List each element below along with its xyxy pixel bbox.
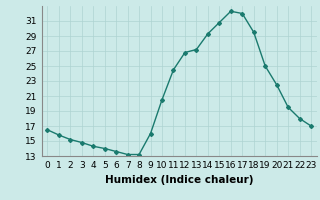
X-axis label: Humidex (Indice chaleur): Humidex (Indice chaleur) [105,175,253,185]
